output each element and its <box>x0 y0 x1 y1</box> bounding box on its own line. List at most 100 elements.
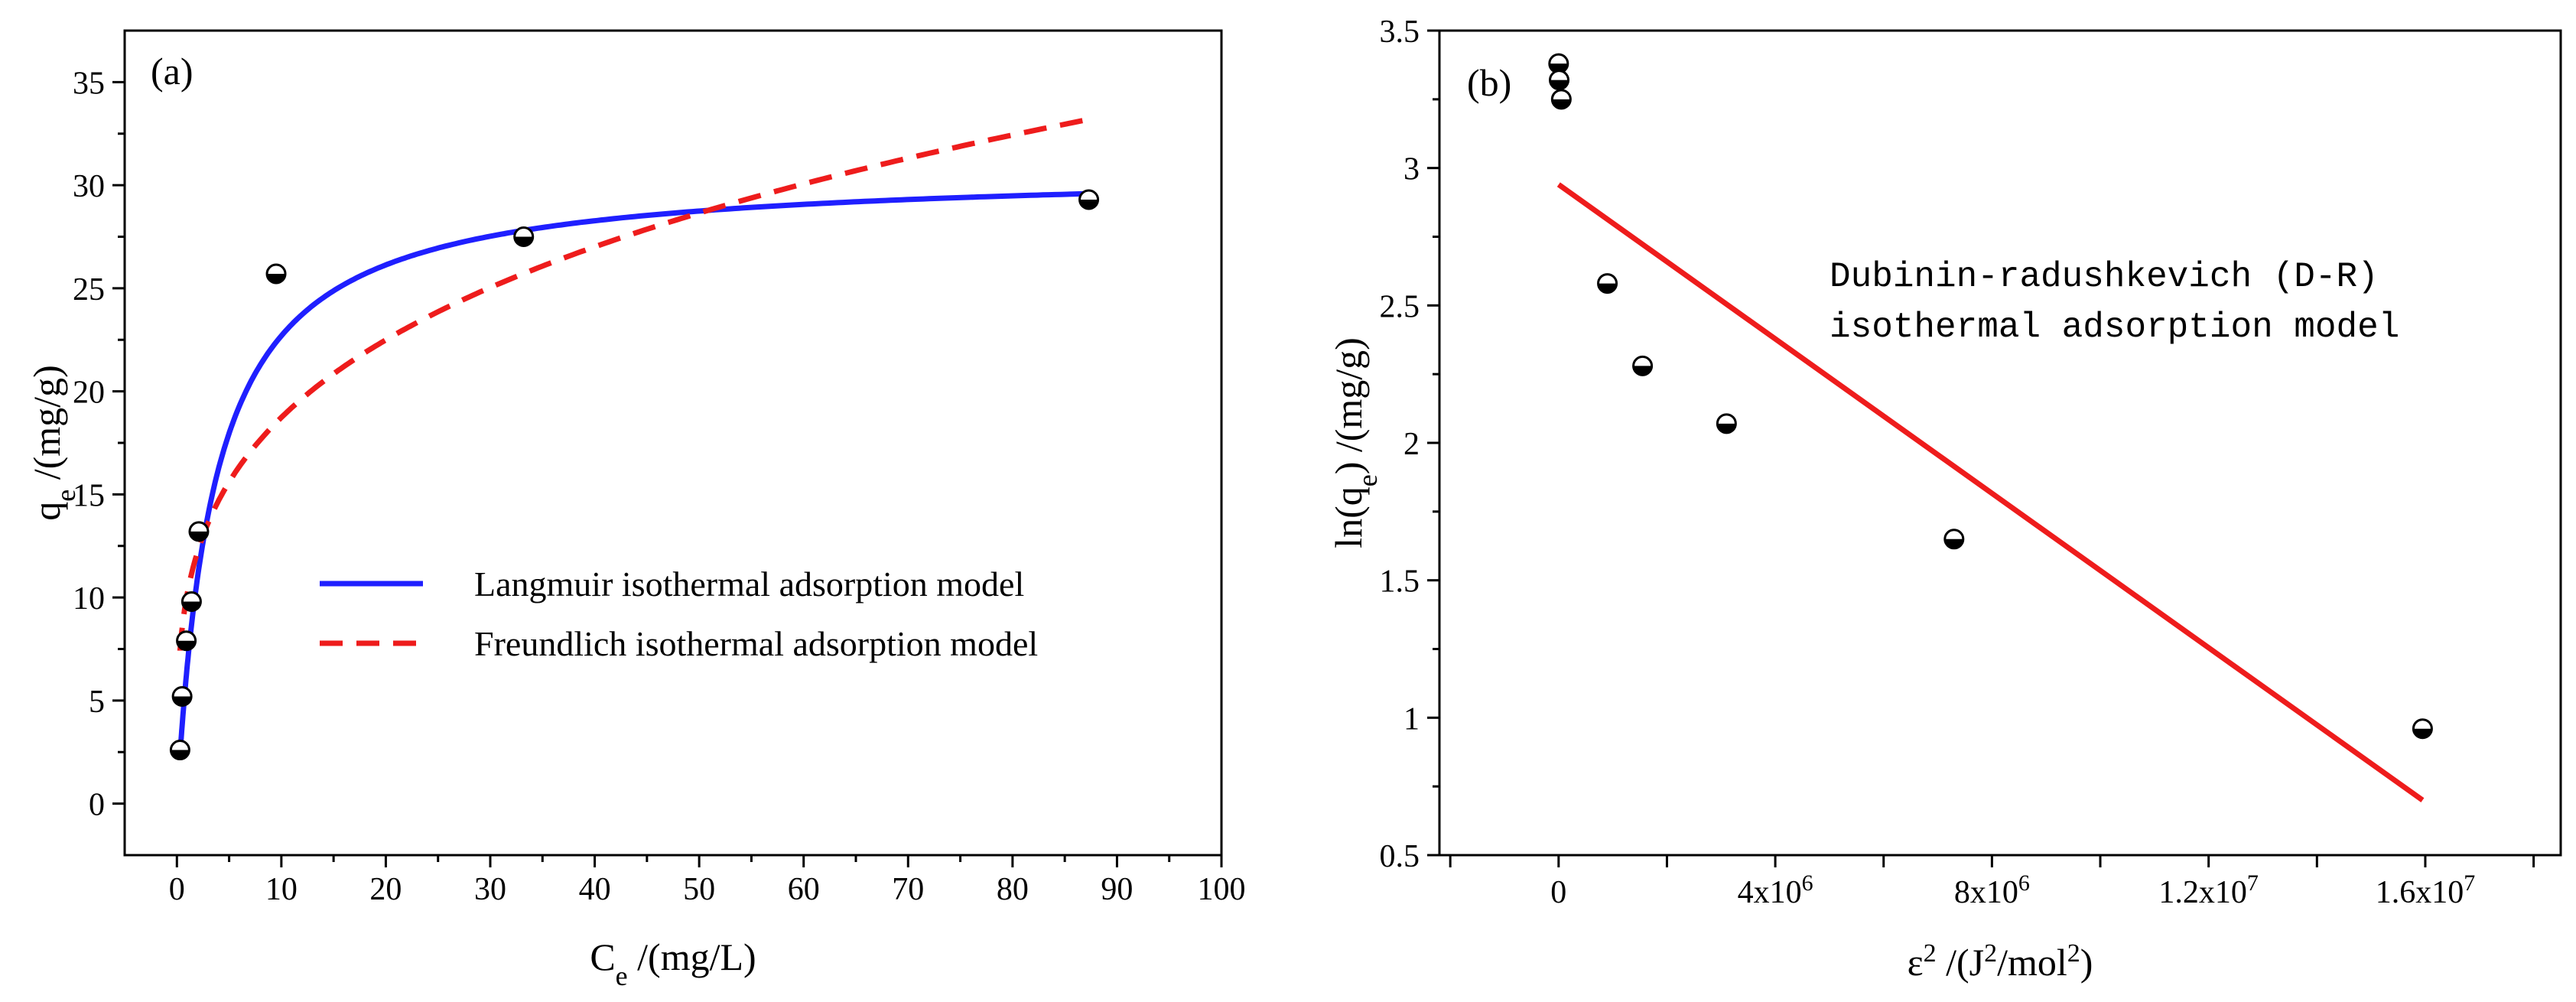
y-tick-label: 20 <box>73 376 105 411</box>
marker-bottom-half <box>267 274 286 284</box>
x-axis-title: ε2 /(J2/mol2) <box>1908 939 2093 984</box>
legend: Langmuir isothermal adsorption model Freu… <box>320 564 1038 663</box>
x-tick-base: 4x10 <box>1738 875 1802 910</box>
y-axis-title: ln(qe) /(mg/g) <box>1327 337 1383 548</box>
y-title-main: ln(q <box>1327 486 1370 548</box>
data-point <box>181 591 202 613</box>
marker-bottom-half <box>1717 423 1736 433</box>
x-title-rest: /(mg/L) <box>628 935 756 978</box>
x-tick-label: 0 <box>169 872 185 907</box>
marker-bottom-half <box>189 531 208 541</box>
marker-bottom-half <box>1944 538 1963 548</box>
marker-bottom-half <box>1549 63 1568 73</box>
y-tick-label: 3.5 <box>1380 15 1420 50</box>
x-title-main: ε <box>1908 941 1924 984</box>
x-tick-label: 10 <box>265 872 298 907</box>
data-point <box>1548 53 1569 74</box>
x-tick-base: 0 <box>1550 875 1566 910</box>
x-tick-label: 0 <box>1550 875 1566 910</box>
x-tick-exp: 6 <box>2018 870 2030 896</box>
data-point <box>1078 189 1100 210</box>
chart-panel-a: 0 10 20 30 40 50 60 70 80 90 100 0 5 10 15 20 25 30 35 Ce /… <box>25 29 1246 991</box>
marker-bottom-half <box>173 696 192 706</box>
x-title-main: C <box>590 935 615 978</box>
y-tick-label: 2.5 <box>1380 289 1420 324</box>
plot-frame <box>123 29 1223 857</box>
x-tick-base: 1.2x10 <box>2158 875 2247 910</box>
marker-bottom-half <box>177 640 196 650</box>
data-point <box>1597 273 1618 294</box>
y-tick-label: 10 <box>73 581 105 616</box>
x-tick-label: 20 <box>369 872 402 907</box>
y-tick-label: 25 <box>73 272 105 307</box>
panel-label: (a) <box>151 50 194 93</box>
data-point <box>513 226 535 247</box>
y-tick-label: 0 <box>89 788 105 823</box>
x-title-part: /mol <box>1997 941 2067 984</box>
data-point <box>265 263 287 285</box>
x-title-sup: 2 <box>1984 939 1997 968</box>
marker-bottom-half <box>1633 366 1652 376</box>
y-tick-label: 5 <box>89 685 105 720</box>
chart-panel-b: 0 4x106 8x106 1.2x107 1.6x1070.511.522.533.5… <box>1327 15 2562 984</box>
y-tick-label: 0.5 <box>1380 839 1420 874</box>
legend-label: Langmuir isothermal adsorption model <box>474 564 1024 603</box>
y-tick-label: 3 <box>1403 152 1420 187</box>
y-title-sub: e <box>1352 474 1383 486</box>
y-title-rest: /(mg/g) <box>25 365 68 489</box>
marker-bottom-half <box>514 236 533 246</box>
x-tick-label: 100 <box>1198 872 1246 907</box>
annotation-line-1: Dubinin-radushkevich (D-R) <box>1830 257 2379 297</box>
x-title-part: /(J <box>1937 941 1985 984</box>
y-tick-label: 1 <box>1403 701 1420 737</box>
x-tick-base: 1.6x10 <box>2376 875 2464 910</box>
data-point <box>171 685 193 707</box>
x-tick-label: 80 <box>997 872 1029 907</box>
data-point <box>1550 89 1572 110</box>
marker-bottom-half <box>1079 199 1098 209</box>
data-point <box>1943 529 1965 550</box>
x-title-sup: 2 <box>2067 939 2080 968</box>
x-tick-label: 70 <box>892 872 924 907</box>
marker-bottom-half <box>182 601 201 611</box>
x-tick-exp: 6 <box>1802 870 1813 896</box>
x-title-sup: 2 <box>1924 939 1937 968</box>
x-title-part: ) <box>2080 941 2093 984</box>
data-point <box>2412 718 2433 740</box>
x-title-sub: e <box>616 961 628 991</box>
data-point <box>169 740 190 761</box>
marker-bottom-half <box>1550 80 1569 89</box>
data-point <box>1632 355 1654 376</box>
y-title-sub: e <box>50 490 81 502</box>
marker-bottom-half <box>171 750 190 760</box>
langmuir-curve <box>177 190 1091 755</box>
data-point <box>1549 70 1570 91</box>
plot-frame <box>1438 29 2562 857</box>
data-point <box>1716 413 1737 434</box>
marker-bottom-half <box>1552 99 1571 109</box>
legend-label: Freundlich isothermal adsorption model <box>474 624 1038 663</box>
x-tick-base: 8x10 <box>1954 875 2018 910</box>
x-tick-label: 60 <box>788 872 820 907</box>
marker-bottom-half <box>1598 283 1617 293</box>
y-tick-label: 2 <box>1403 427 1420 462</box>
data-point <box>176 630 197 652</box>
y-title-main: q <box>25 502 68 521</box>
x-tick-label: 8x106 <box>1954 870 2030 911</box>
x-tick-label: 1.6x107 <box>2376 870 2476 911</box>
x-tick-label: 40 <box>579 872 611 907</box>
x-tick-label: 4x106 <box>1738 870 1813 911</box>
x-tick-label: 50 <box>683 872 715 907</box>
annotation-line-2: isothermal adsorption model <box>1830 307 2399 347</box>
panel-label: (b) <box>1467 61 1511 104</box>
data-point <box>188 521 210 542</box>
x-tick-exp: 7 <box>2247 870 2259 896</box>
y-tick-label: 1.5 <box>1380 564 1420 600</box>
y-tick-label: 15 <box>73 478 105 513</box>
x-tick-label: 1.2x107 <box>2158 870 2259 911</box>
y-tick-label: 35 <box>73 66 105 101</box>
x-axis-title: Ce /(mg/L) <box>590 935 756 991</box>
y-tick-label: 30 <box>73 169 105 204</box>
dr-fit-line <box>1556 182 2425 802</box>
